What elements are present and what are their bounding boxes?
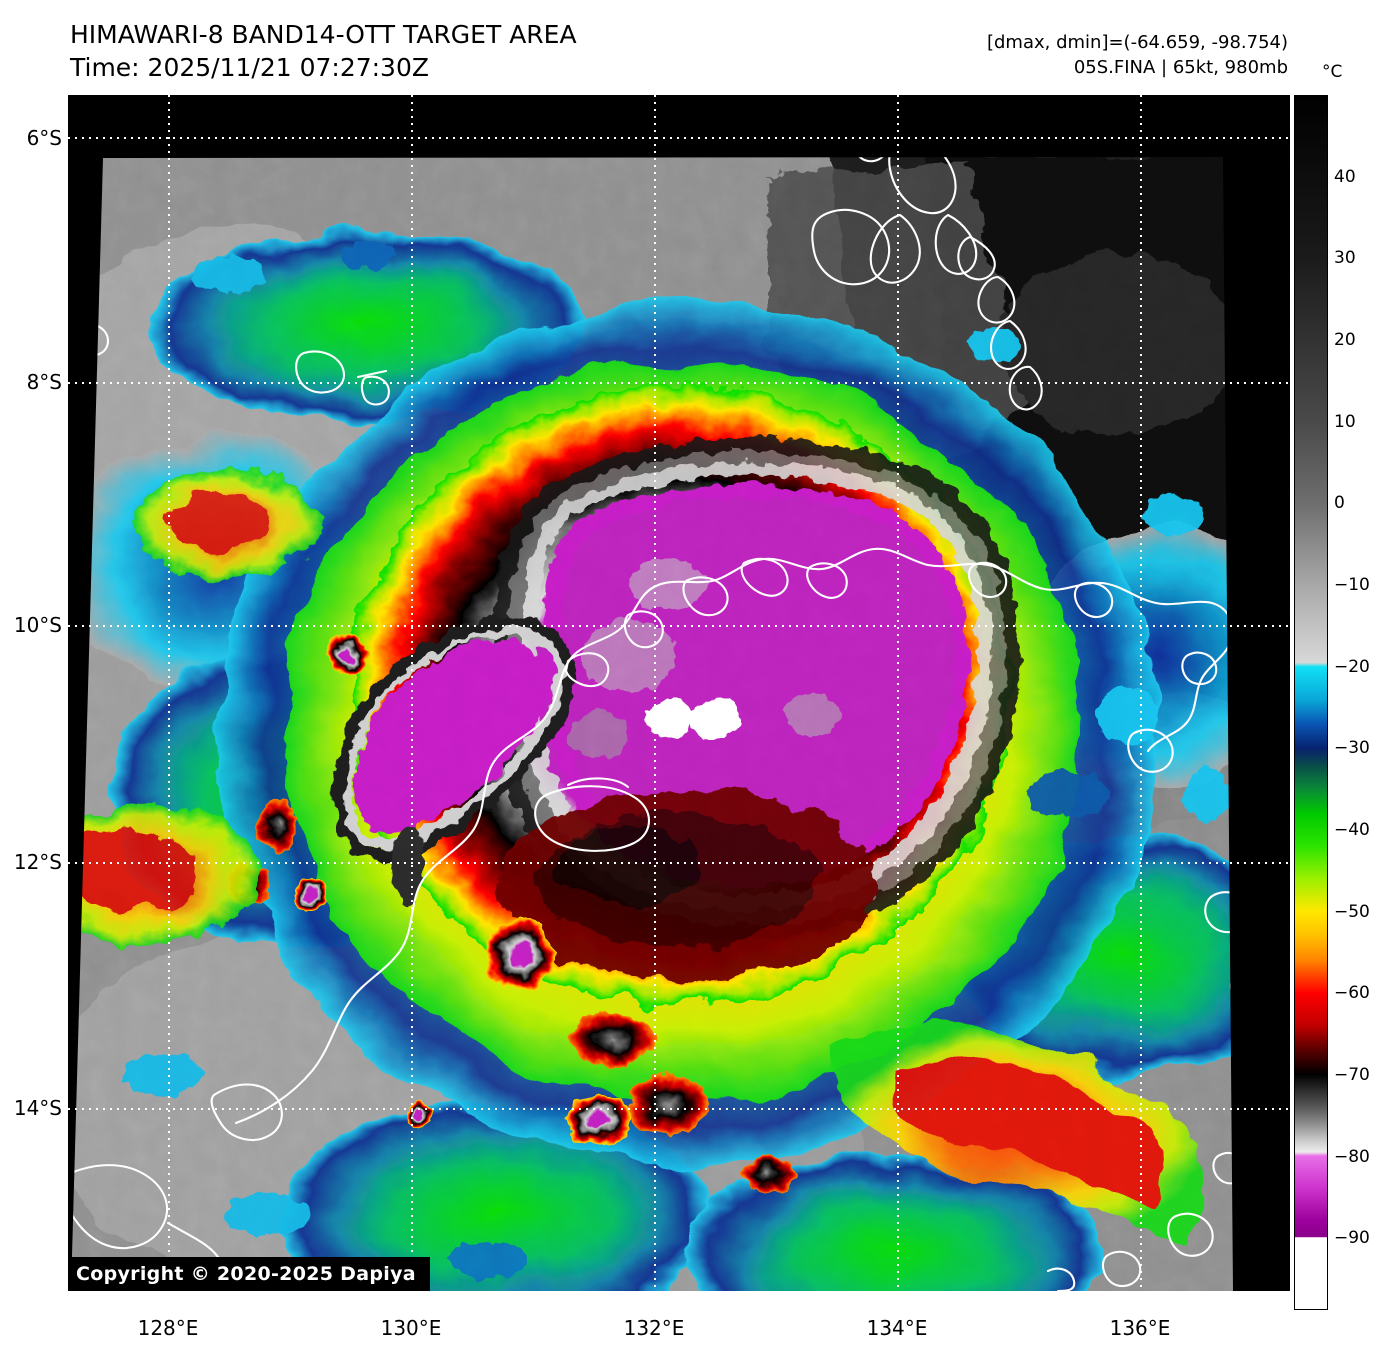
coastline-overlay [71, 157, 1233, 1291]
colorbar-tick-20: 20 [1334, 330, 1356, 351]
gridline-lat-6S [68, 137, 1290, 139]
gridline-lon-132E [654, 95, 656, 1291]
storm-info-label: 05S.FINA | 65kt, 980mb [1073, 57, 1288, 78]
gridline-lon-134E [897, 95, 899, 1291]
satellite-image-plot[interactable]: Copyright © 2020-2025 Dapiya [68, 95, 1290, 1291]
colorbar-tick-neg90: −90 [1334, 1228, 1370, 1249]
dmax-dmin-label: [dmax, dmin]=(-64.659, -98.754) [986, 32, 1288, 53]
colorbar-gradient [1294, 95, 1328, 1310]
xtick-label-128E: 128°E [137, 1316, 199, 1340]
gridline-lat-10S [68, 625, 1290, 627]
satellite-infrared-imagery [68, 95, 1290, 1291]
colorbar-tick-0: 0 [1334, 493, 1345, 514]
xtick-label-130E: 130°E [380, 1316, 442, 1340]
colorbar-tick-neg30: −30 [1334, 738, 1370, 759]
gridline-lat-12S [68, 862, 1290, 864]
colorbar-tick-30: 30 [1334, 248, 1356, 269]
gridline-lat-8S [68, 382, 1290, 384]
gridline-lon-130E [411, 95, 413, 1291]
gridline-lon-136E [1140, 95, 1142, 1291]
colorbar-tick-neg40: −40 [1334, 820, 1370, 841]
colorbar-tick-neg10: −10 [1334, 575, 1370, 596]
colorbar-tick-neg70: −70 [1334, 1065, 1370, 1086]
colorbar-tick-neg50: −50 [1334, 901, 1370, 922]
header-title-block: HIMAWARI-8 BAND14-OTT TARGET AREA Time: … [70, 18, 830, 84]
ytick-label-10S: 10°S [13, 613, 62, 637]
colorbar-tick-neg60: −60 [1334, 983, 1370, 1004]
colorbar-tick-10: 10 [1334, 411, 1356, 432]
header-meta-block: [dmax, dmin]=(-64.659, -98.754) 05S.FINA… [987, 30, 1288, 80]
ytick-label-12S: 12°S [13, 850, 62, 874]
ytick-label-14S: 14°S [13, 1096, 62, 1120]
ytick-label-8S: 8°S [26, 370, 62, 394]
gridline-lon-128E [168, 95, 170, 1291]
xtick-label-134E: 134°E [866, 1316, 928, 1340]
xtick-label-132E: 132°E [623, 1316, 685, 1340]
ytick-label-6S: 6°S [26, 126, 62, 150]
page-title: HIMAWARI-8 BAND14-OTT TARGET AREA [70, 20, 577, 49]
plot-clip [68, 95, 1290, 1291]
observation-time: Time: 2025/11/21 07:27:30Z [70, 53, 429, 82]
gridline-lat-14S [68, 1108, 1290, 1110]
copyright-notice: Copyright © 2020-2025 Dapiya [68, 1257, 430, 1291]
xtick-label-136E: 136°E [1109, 1316, 1171, 1340]
colorbar-tick-neg20: −20 [1334, 656, 1370, 677]
colorbar-tick-neg80: −80 [1334, 1146, 1370, 1167]
colorbar-unit-label: °C [1322, 62, 1343, 82]
colorbar-tick-40: 40 [1334, 166, 1356, 187]
temperature-colorbar[interactable]: 40 30 20 10 0 −10 −20 −30 −40 −50 −60 −70 −80 −90 [1294, 95, 1370, 1310]
